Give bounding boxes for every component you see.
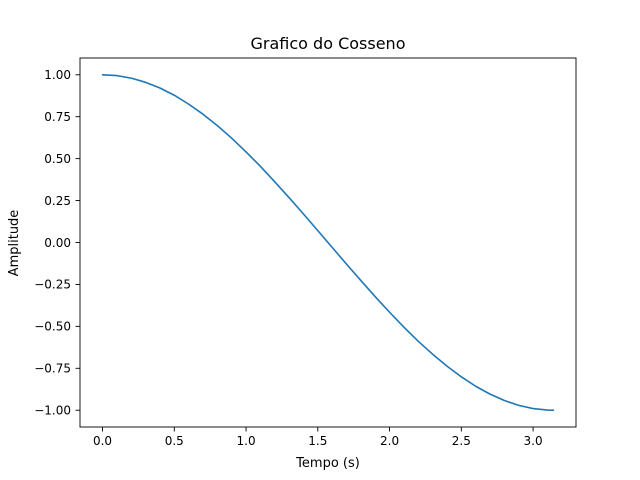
y-tick-label-4: 0.00: [44, 236, 71, 250]
y-axis-label: Amplitude: [7, 210, 22, 277]
y-tick-label-1: 0.75: [44, 110, 71, 124]
x-axis-label: Tempo (s): [295, 456, 360, 471]
x-tick-label-0: 0.0: [93, 434, 112, 448]
y-tick-label-8: −1.00: [34, 404, 71, 418]
x-tick-label-2: 1.0: [237, 434, 256, 448]
y-tick-label-3: 0.25: [44, 194, 71, 208]
x-tick-label-3: 1.5: [308, 434, 327, 448]
x-tick-label-6: 3.0: [524, 434, 543, 448]
y-tick-label-7: −0.75: [34, 362, 71, 376]
y-tick-label-6: −0.50: [34, 320, 71, 334]
y-tick-label-5: −0.25: [34, 278, 71, 292]
plot-area: 0.0 0.5 1.0 1.5 2.0 2.5 3.0 1.00 0.75 0.50 0.25 0.0…: [34, 57, 577, 448]
y-tick-label-0: 1.00: [44, 68, 71, 82]
x-tick-label-5: 2.5: [452, 434, 471, 448]
x-tick-label-4: 2.0: [380, 434, 399, 448]
series-line-0: [101, 73, 555, 412]
x-tick-label-1: 0.5: [165, 434, 184, 448]
y-tick-label-2: 0.50: [44, 152, 71, 166]
chart-title: Grafico do Cosseno: [251, 34, 406, 53]
